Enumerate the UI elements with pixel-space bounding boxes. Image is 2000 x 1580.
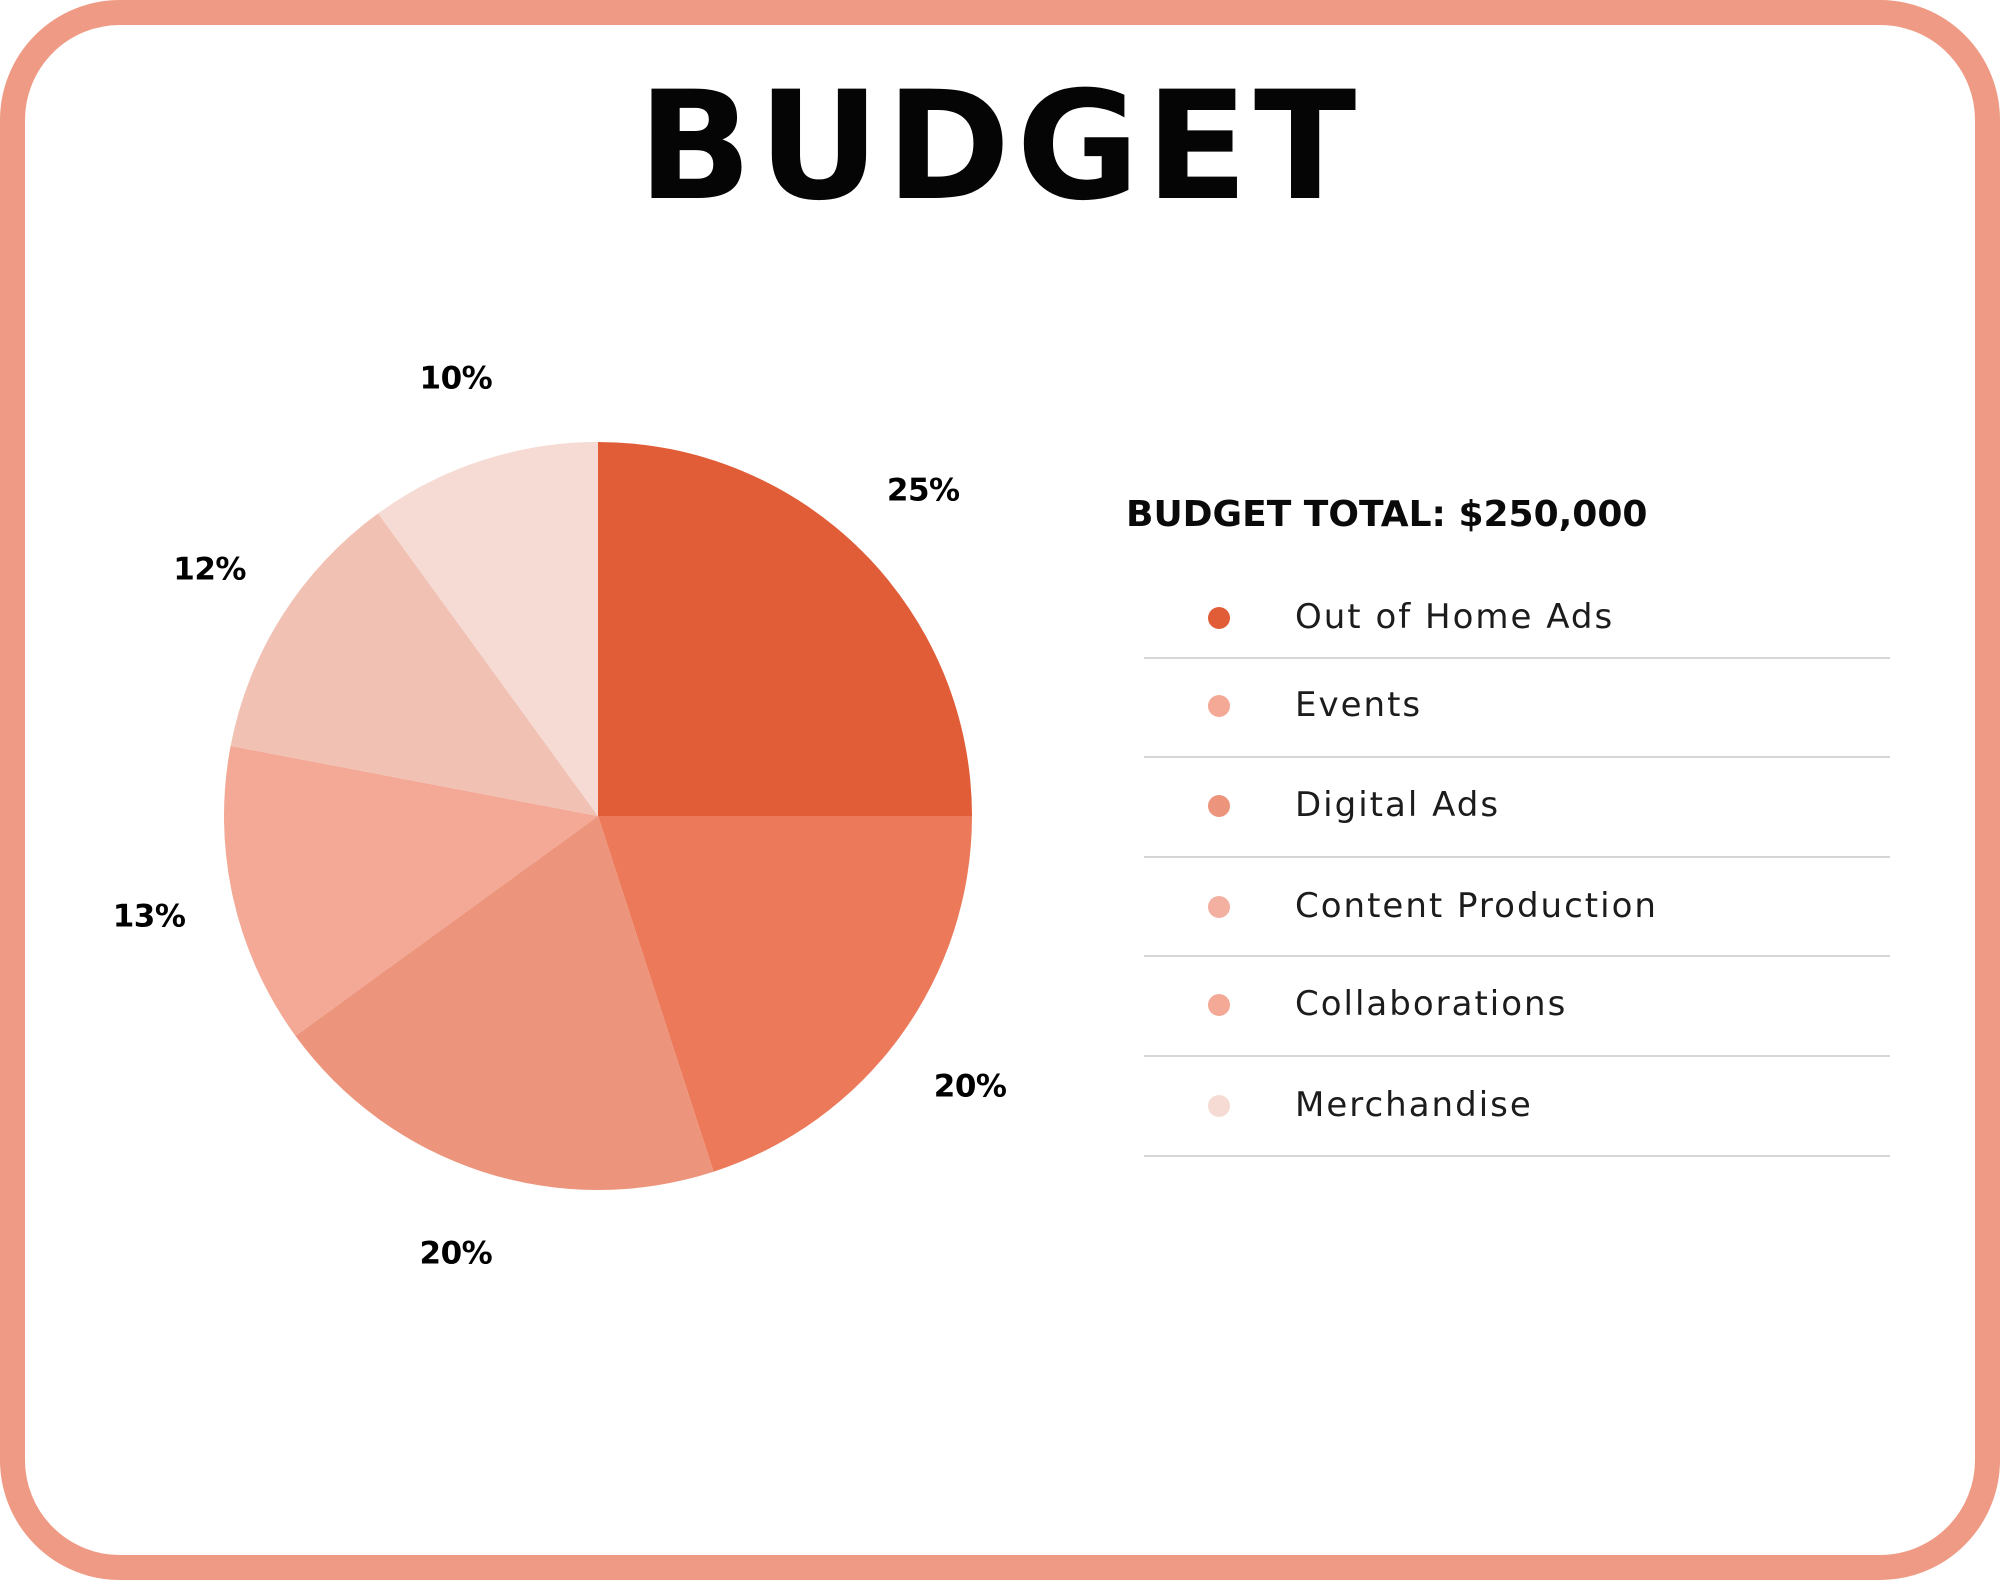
pie-slice-events: [598, 816, 972, 1172]
legend-label: Merchandise: [1295, 1085, 1533, 1125]
legend-dot-icon: [1208, 994, 1230, 1016]
legend-label: Out of Home Ads: [1295, 597, 1615, 637]
legend-label: Events: [1295, 685, 1423, 725]
legend-divider: [1144, 657, 1890, 659]
legend-divider: [1144, 756, 1890, 758]
legend-divider: [1144, 856, 1890, 858]
legend-divider: [1144, 1155, 1890, 1157]
pie-labels: 25% 20% 20% 13% 12% 10%: [113, 361, 1008, 1272]
pie-slice-out-of-home-ads: [598, 442, 972, 816]
legend-dot-icon: [1208, 607, 1230, 629]
pie-value-label: 10%: [420, 361, 493, 397]
pie-slices: [224, 442, 972, 1190]
legend-dot-icon: [1208, 795, 1230, 817]
pie-slice-digital-ads: [295, 816, 714, 1190]
pie-value-label: 25%: [887, 473, 960, 509]
legend-label: Digital Ads: [1295, 785, 1501, 825]
pie-value-label: 20%: [934, 1068, 1007, 1104]
page-title: BUDGET: [637, 60, 1363, 234]
pie-slice-content-production: [224, 745, 598, 1036]
pie-slice-merchandise: [378, 442, 598, 816]
pie-chart: 25% 20% 20% 13% 12% 10%: [113, 361, 1008, 1272]
pie-value-label: 12%: [173, 552, 246, 588]
legend-dot-icon: [1208, 695, 1230, 717]
legend-label: Content Production: [1295, 886, 1658, 926]
legend-divider: [1144, 1055, 1890, 1057]
legend-dot-icon: [1208, 896, 1230, 918]
chart-legend: Out of Home Ads Events Digital Ads Content …: [1144, 0, 1890, 1545]
legend-dot-icon: [1208, 1095, 1230, 1117]
pie-slice-collaborations: [230, 513, 598, 816]
pie-value-label: 13%: [113, 898, 186, 934]
pie-value-label: 20%: [420, 1235, 493, 1271]
legend-label: Collaborations: [1295, 984, 1568, 1024]
budget-total-label: BUDGET TOTAL: $250,000: [1126, 494, 1648, 535]
legend-divider: [1144, 955, 1890, 957]
